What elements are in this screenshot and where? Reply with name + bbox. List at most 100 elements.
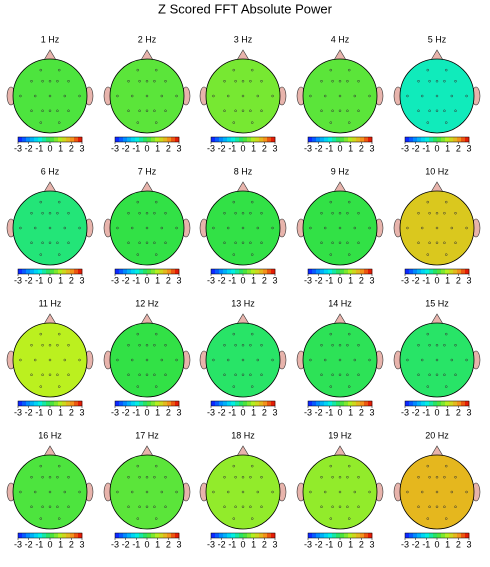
electrode bbox=[153, 211, 156, 215]
map-title: 14 Hz bbox=[328, 298, 352, 308]
colorbar-cell bbox=[223, 401, 228, 406]
colorbar-cell bbox=[251, 401, 256, 406]
colorbar-tick-label: -3 bbox=[304, 539, 312, 549]
colorbar-cell bbox=[231, 137, 236, 142]
electrode bbox=[346, 109, 349, 113]
colorbar-cell bbox=[26, 401, 31, 406]
colorbar-cell bbox=[46, 401, 51, 406]
colorbar-cell bbox=[247, 269, 252, 274]
electrode bbox=[251, 68, 254, 72]
head-map bbox=[12, 58, 88, 134]
electrode bbox=[164, 505, 167, 509]
colorbar-cell bbox=[348, 401, 353, 406]
colorbar-cell bbox=[38, 533, 43, 538]
electrode bbox=[67, 343, 70, 347]
colorbar-cell bbox=[119, 401, 124, 406]
colorbar-cell bbox=[263, 401, 268, 406]
colorbar-cell bbox=[127, 533, 132, 538]
map-title: 17 Hz bbox=[135, 430, 159, 440]
electrode bbox=[406, 94, 409, 98]
electrode bbox=[19, 358, 22, 362]
colorbar-cell bbox=[22, 401, 27, 406]
colorbar-cell bbox=[163, 137, 168, 142]
electrode bbox=[48, 241, 52, 245]
electrode bbox=[56, 109, 59, 113]
map-title: 6 Hz bbox=[41, 166, 60, 176]
electrode bbox=[67, 505, 70, 509]
electrode bbox=[406, 226, 409, 230]
electrode bbox=[30, 211, 33, 215]
electrode bbox=[223, 475, 226, 479]
electrode bbox=[212, 358, 215, 362]
colorbar-cell bbox=[461, 401, 466, 406]
head-map bbox=[205, 322, 281, 398]
colorbar-tick-label: -1 bbox=[228, 275, 236, 285]
colorbar-cell bbox=[50, 137, 55, 142]
electrode bbox=[127, 373, 130, 377]
colorbar-tick-label: 3 bbox=[79, 407, 84, 417]
colorbar-tick-label: 0 bbox=[240, 539, 245, 549]
electrode bbox=[41, 343, 44, 347]
colorbar-tick-label: 1 bbox=[348, 407, 353, 417]
colorbar-tick-label: 1 bbox=[445, 143, 450, 153]
electrode bbox=[251, 385, 254, 388]
electrode bbox=[41, 475, 44, 479]
colorbar-cell bbox=[163, 533, 168, 538]
electrode bbox=[39, 253, 42, 256]
colorbar-cell bbox=[336, 269, 341, 274]
colorbar-tick-label: 0 bbox=[240, 407, 245, 417]
electrode bbox=[435, 505, 439, 509]
colorbar-tick-label: 0 bbox=[434, 143, 439, 153]
colorbar-cell bbox=[18, 269, 23, 274]
colorbar-cell bbox=[175, 137, 180, 142]
colorbar-cell bbox=[22, 269, 27, 274]
colorbar-tick-label: 1 bbox=[348, 539, 353, 549]
colorbar-tick-label: -3 bbox=[207, 275, 215, 285]
colorbar-cell bbox=[147, 269, 152, 274]
electrode bbox=[145, 109, 149, 113]
colorbar-tick-label: -1 bbox=[422, 407, 430, 417]
electrode bbox=[249, 373, 252, 377]
nose bbox=[430, 49, 444, 61]
colorbar-cell bbox=[259, 269, 264, 274]
colorbar-cell bbox=[461, 137, 466, 142]
colorbar-cell bbox=[163, 269, 168, 274]
colorbar-cell bbox=[78, 533, 83, 538]
colorbar-cell bbox=[348, 137, 353, 142]
electrode bbox=[136, 121, 139, 124]
electrode bbox=[417, 505, 420, 509]
colorbar-cell bbox=[30, 533, 35, 538]
electrode bbox=[251, 464, 254, 468]
electrode bbox=[417, 79, 420, 83]
electrode bbox=[454, 505, 457, 509]
electrode bbox=[320, 109, 323, 113]
colorbar-cell bbox=[352, 269, 357, 274]
colorbar-cell bbox=[227, 533, 232, 538]
colorbar-tick-label: -1 bbox=[325, 407, 333, 417]
electrode bbox=[153, 241, 156, 245]
colorbar-cell bbox=[247, 401, 252, 406]
map-title: 1 Hz bbox=[41, 34, 60, 44]
colorbar-tick-label: -3 bbox=[401, 275, 409, 285]
electrode bbox=[138, 211, 141, 215]
electrode bbox=[323, 226, 327, 230]
colorbar-cell bbox=[320, 269, 325, 274]
electrode bbox=[357, 505, 360, 509]
electrode bbox=[357, 79, 360, 83]
map-title: 5 Hz bbox=[428, 34, 447, 44]
electrode bbox=[58, 200, 61, 204]
electrode bbox=[260, 241, 263, 245]
map-title: 16 Hz bbox=[38, 430, 62, 440]
electrode bbox=[465, 226, 468, 230]
electrode bbox=[329, 517, 332, 520]
electrode bbox=[78, 358, 81, 362]
colorbar-cell bbox=[364, 269, 369, 274]
nose bbox=[236, 313, 250, 325]
colorbar-tick-label: 1 bbox=[155, 407, 160, 417]
colorbar-tick-label: -3 bbox=[304, 143, 312, 153]
colorbar-cell bbox=[324, 137, 329, 142]
nose bbox=[140, 49, 154, 61]
colorbar-cell bbox=[360, 137, 365, 142]
colorbar-cell bbox=[251, 269, 256, 274]
electrode bbox=[155, 517, 158, 520]
